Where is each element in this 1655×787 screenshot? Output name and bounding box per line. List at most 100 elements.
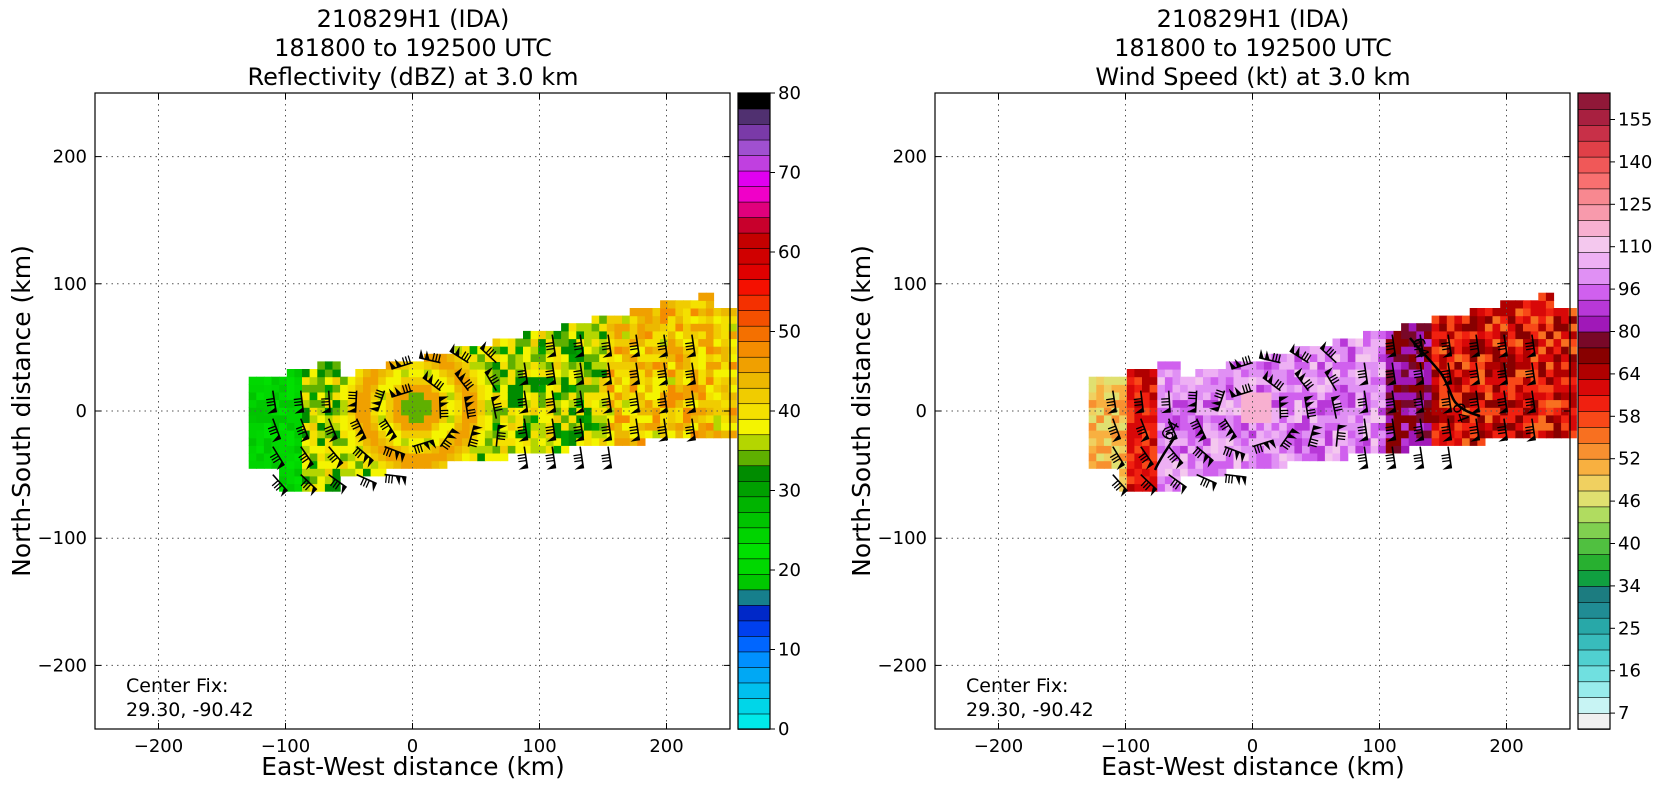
field-cell	[347, 399, 356, 408]
field-cell	[385, 399, 394, 408]
field-cell	[1401, 361, 1410, 370]
field-cell	[507, 384, 516, 393]
field-cell	[1119, 384, 1128, 393]
colorbar-swatch	[1577, 521, 1611, 539]
field-cell	[1233, 399, 1242, 408]
field-cell	[1096, 376, 1105, 385]
field-cell	[454, 414, 463, 423]
field-cell	[523, 437, 532, 446]
field-cell	[1172, 376, 1181, 385]
field-cell	[1225, 460, 1234, 469]
field-cell	[1142, 376, 1151, 385]
field-cell	[393, 437, 402, 446]
field-cell	[1309, 369, 1318, 378]
field-cell	[1271, 384, 1280, 393]
field-cell	[629, 376, 638, 385]
field-cell	[1241, 376, 1250, 385]
field-cell	[1126, 445, 1135, 454]
field-cell	[652, 308, 661, 317]
field-cell	[1355, 422, 1364, 431]
field-cell	[1561, 376, 1570, 385]
field-cell	[439, 422, 448, 431]
field-cell	[545, 384, 554, 393]
field-cell	[705, 300, 715, 309]
field-cell	[439, 353, 448, 362]
field-cell	[1401, 445, 1410, 454]
field-cell	[1393, 346, 1402, 355]
field-cell	[1157, 468, 1166, 477]
field-cell	[1370, 376, 1379, 385]
field-cell	[340, 376, 349, 385]
field-cell	[484, 422, 494, 431]
wind-barb	[352, 446, 374, 468]
field-cell	[622, 430, 631, 439]
field-cell	[1553, 376, 1562, 385]
field-cell	[637, 323, 646, 332]
field-cell	[1241, 453, 1250, 462]
field-cell	[515, 391, 524, 401]
reflectivity-centerfix-value: 29.30, -90.42	[126, 699, 254, 721]
field-cell	[530, 422, 539, 431]
field-cell	[309, 407, 318, 416]
field-cell	[1484, 407, 1494, 416]
field-cell	[462, 376, 471, 385]
field-cell	[1271, 399, 1280, 408]
field-cell	[568, 353, 577, 362]
field-cell	[591, 361, 600, 370]
field-cell	[1523, 430, 1532, 439]
field-cell	[561, 391, 570, 401]
field-cell	[1142, 414, 1151, 423]
field-cell	[1263, 391, 1273, 401]
field-cell	[1401, 391, 1410, 401]
field-cell	[1530, 315, 1539, 324]
field-cell	[302, 422, 311, 431]
field-cell	[1317, 414, 1326, 423]
field-cell	[1164, 475, 1174, 485]
field-cell	[728, 376, 737, 385]
field-cell	[1454, 338, 1463, 347]
field-cell	[1401, 346, 1410, 355]
wind-barb	[356, 473, 378, 492]
field-cell	[576, 437, 585, 446]
field-cell	[1263, 430, 1273, 439]
field-cell	[1568, 422, 1577, 431]
colorbar-swatch	[737, 620, 771, 637]
field-cell	[606, 414, 615, 423]
field-cell	[1263, 384, 1273, 393]
field-cell	[378, 376, 387, 385]
colorbar-swatch	[1577, 347, 1611, 365]
field-cell	[1218, 376, 1227, 385]
field-cell	[1172, 391, 1181, 401]
field-cell	[1507, 430, 1516, 439]
field-cell	[378, 445, 387, 454]
field-cell	[477, 430, 486, 439]
field-cell	[317, 437, 326, 446]
field-cell	[1164, 376, 1174, 385]
field-cell	[401, 430, 410, 439]
field-cell	[1477, 414, 1486, 423]
field-cell	[1279, 414, 1288, 423]
field-cell	[660, 300, 669, 309]
field-cell	[1096, 391, 1105, 401]
field-cell	[1149, 460, 1158, 469]
field-cell	[1271, 430, 1280, 439]
field-cell	[568, 338, 577, 347]
field-cell	[1126, 399, 1135, 408]
field-cell	[1180, 376, 1189, 385]
field-cell	[545, 361, 554, 370]
field-cell	[1340, 353, 1349, 362]
field-cell	[431, 384, 440, 393]
field-cell	[1203, 369, 1212, 378]
field-cell	[1172, 414, 1181, 423]
field-cell	[1317, 445, 1326, 454]
field-cell	[1347, 376, 1356, 385]
field-cell	[652, 315, 661, 324]
field-cell	[1332, 338, 1341, 347]
field-cell	[728, 399, 737, 408]
field-cell	[1111, 414, 1120, 423]
x-tick-label: −200	[134, 736, 183, 757]
field-cell	[408, 422, 417, 431]
field-cell	[477, 399, 486, 408]
x-tick-label: −100	[1101, 736, 1150, 757]
